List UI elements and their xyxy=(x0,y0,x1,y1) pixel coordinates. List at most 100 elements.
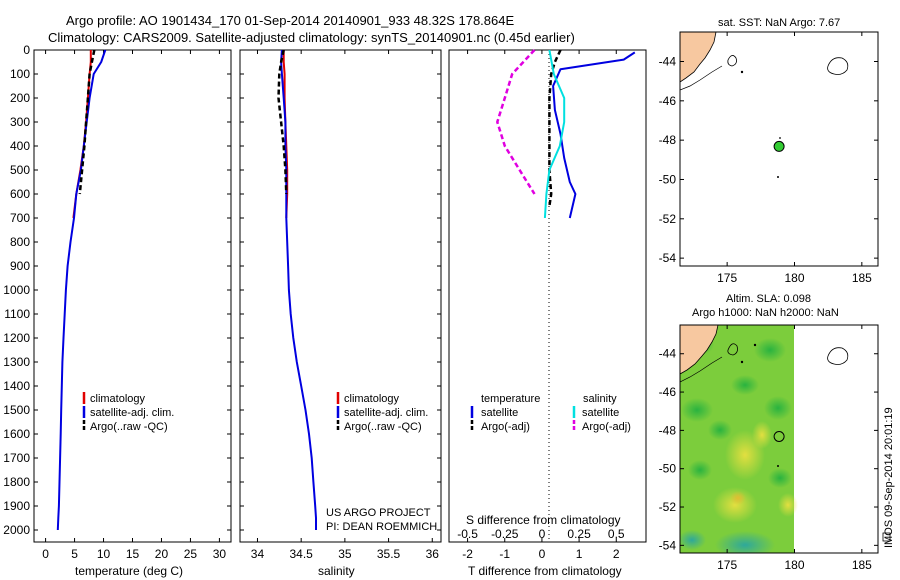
y-tick-label: 1000 xyxy=(3,283,30,297)
map-y-tick-label: -46 xyxy=(659,94,677,108)
coastline xyxy=(680,356,723,383)
x-tick-label-top: 0.25 xyxy=(567,527,591,541)
legend-argo: Argo(..raw -QC) xyxy=(90,421,168,433)
sla-map-title-line1: Altim. SLA: 0.098 xyxy=(726,293,811,305)
x-tick-label: 20 xyxy=(155,547,169,561)
x-tick-label: 0 xyxy=(539,547,546,561)
y-tick-label: 1800 xyxy=(3,475,30,489)
x-tick-label: 10 xyxy=(97,547,111,561)
difference-panel: -2 -1 0 1 2 -0.5 -0.25 0 0.25 0.5 T difference f… xyxy=(448,49,647,578)
difference-legend: temperature salinity satellite Argo(-adj… xyxy=(470,393,631,433)
difference-xlabel: T difference from climatology xyxy=(468,564,622,578)
map-y-tick-label: -52 xyxy=(659,212,677,226)
x-tick-label: 30 xyxy=(213,547,227,561)
y-tick-label: 1100 xyxy=(4,307,30,321)
series-line-salinity-satellite xyxy=(543,49,566,219)
sla-map-panel: Altim. SLA: 0.098 Argo h1000: NaN h2000:… xyxy=(659,293,879,572)
y-tick-label: 1400 xyxy=(3,379,30,393)
x-tick-label-top: -0.25 xyxy=(491,527,519,541)
y-tick-label: 100 xyxy=(10,67,30,81)
series-line-satellite-adj-clim xyxy=(56,49,107,531)
x-tick-label: 5 xyxy=(71,547,78,561)
x-tick-label: 25 xyxy=(184,547,198,561)
float-position-marker xyxy=(773,140,785,152)
series-line-temperature-argo-adj xyxy=(548,49,562,207)
y-tick-label: 900 xyxy=(10,259,30,273)
series-line-temperature-satellite xyxy=(552,51,636,219)
x-tick-label: 34.5 xyxy=(289,547,313,561)
y-tick-label: 2000 xyxy=(3,523,30,537)
y-tick-label: 1200 xyxy=(3,331,30,345)
salinity-legend: climatology satellite-adj. clim. Argo(..… xyxy=(336,392,428,433)
islet xyxy=(779,137,781,139)
x-tick-label-top: -0.5 xyxy=(457,527,478,541)
sla-field-texture xyxy=(680,335,798,553)
legend-argo: Argo(..raw -QC) xyxy=(344,421,422,433)
x-tick-label: 15 xyxy=(126,547,140,561)
land-mass xyxy=(680,32,717,83)
temperature-axes-frame xyxy=(33,49,232,543)
map-y-tick-label: -54 xyxy=(659,251,677,265)
legend-satellite: satellite-adj. clim. xyxy=(344,407,428,419)
salinity-axes-frame xyxy=(239,49,442,543)
island-outline xyxy=(827,347,849,365)
legend-t-satellite: satellite xyxy=(481,407,518,419)
islet xyxy=(740,360,744,364)
map-y-tick-label: -52 xyxy=(659,500,677,514)
x-tick-label: 0 xyxy=(42,547,49,561)
x-tick-label-top: 0.5 xyxy=(608,527,625,541)
imos-timestamp: IMOS 09-Sep-2014 20:01:19 xyxy=(883,407,895,548)
map-y-tick-label: -50 xyxy=(659,172,677,186)
header-line2: Climatology: CARS2009. Satellite-adjuste… xyxy=(48,30,575,45)
temperature-xlabel: temperature (deg C) xyxy=(75,564,183,578)
island-outline xyxy=(727,343,738,356)
series-line-satellite-adj-clim xyxy=(280,49,317,530)
legend-header-temperature: temperature xyxy=(481,393,540,405)
islet xyxy=(740,70,744,74)
project-annotation: US ARGO PROJECT xyxy=(326,507,431,519)
x-tick-label: -1 xyxy=(499,547,510,561)
map-y-tick-label: -54 xyxy=(659,538,677,552)
temperature-legend: climatology satellite-adj. clim. Argo(..… xyxy=(82,392,174,433)
legend-s-argo: Argo(-adj) xyxy=(582,421,631,433)
sla-map-title-line2: Argo h1000: NaN h2000: NaN xyxy=(692,307,839,319)
x-tick-label: 1 xyxy=(576,547,583,561)
series-line-argo-raw-qc xyxy=(277,49,288,195)
islet xyxy=(753,343,757,347)
map-y-tick-label: -48 xyxy=(659,133,677,147)
salinity-xlabel: salinity xyxy=(318,564,355,578)
y-tick-label: 1900 xyxy=(3,499,30,513)
map-x-tick-label: 175 xyxy=(717,271,737,285)
pi-annotation: PI: DEAN ROEMMICH xyxy=(326,521,437,533)
coastline xyxy=(680,65,723,91)
difference-axes-frame xyxy=(448,49,647,543)
map-y-tick-label: -44 xyxy=(659,347,677,361)
sst-map-panel: sat. SST: NaN Argo: 7.67 175 180 185 -44 -46… xyxy=(659,17,879,285)
islet xyxy=(777,176,779,178)
y-tick-label: 600 xyxy=(10,187,30,201)
y-tick-label: 500 xyxy=(10,163,30,177)
difference-xlabel-top: S difference from climatology xyxy=(466,513,621,527)
y-tick-label: 0 xyxy=(23,43,30,57)
sst-map-title: sat. SST: NaN Argo: 7.67 xyxy=(718,17,840,29)
map-x-tick-label: 175 xyxy=(717,558,737,572)
y-tick-label: 1500 xyxy=(3,403,30,417)
land-mass xyxy=(680,325,719,375)
map-y-tick-label: -48 xyxy=(659,423,677,437)
legend-header-salinity: salinity xyxy=(583,393,617,405)
map-x-tick-label: 180 xyxy=(784,558,804,572)
map-x-tick-label: 185 xyxy=(852,271,872,285)
map-y-tick-label: -46 xyxy=(659,385,677,399)
salinity-panel: 34 34.5 35 35.5 36 salinity climatology sate… xyxy=(239,49,442,578)
imos-logo xyxy=(882,532,891,542)
legend-t-argo: Argo(-adj) xyxy=(481,421,530,433)
x-tick-label: 35.5 xyxy=(377,547,401,561)
y-tick-label: 400 xyxy=(10,139,30,153)
legend-satellite: satellite-adj. clim. xyxy=(90,407,174,419)
island-outline xyxy=(727,55,737,67)
x-tick-label: 35 xyxy=(338,547,352,561)
islet xyxy=(777,465,779,467)
map-y-tick-label: -50 xyxy=(659,462,677,476)
legend-s-satellite: satellite xyxy=(582,407,619,419)
